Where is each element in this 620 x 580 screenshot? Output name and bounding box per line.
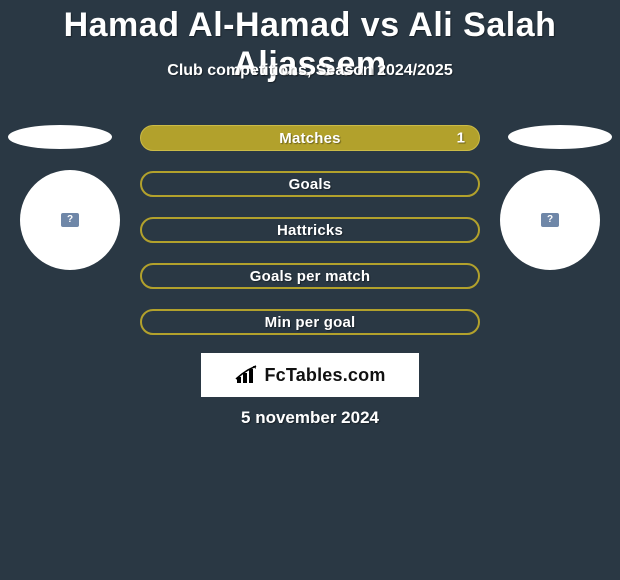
brand-badge: FcTables.com bbox=[201, 353, 419, 397]
stat-bar-label: Hattricks bbox=[277, 222, 343, 239]
stat-bar-label: Goals bbox=[289, 176, 332, 193]
avatar-placeholder-icon: ? bbox=[61, 213, 79, 227]
avatar-placeholder-glyph: ? bbox=[547, 215, 553, 225]
stat-bar-value-right: 1 bbox=[457, 130, 465, 147]
brand-chart-icon bbox=[234, 365, 260, 385]
avatar-placeholder-icon: ? bbox=[541, 213, 559, 227]
page-subtitle: Club competitions, Season 2024/2025 bbox=[0, 62, 620, 80]
brand-text: FcTables.com bbox=[264, 365, 385, 386]
stat-bar: Min per goal bbox=[140, 309, 480, 335]
stat-bar-label: Goals per match bbox=[250, 268, 371, 285]
stat-bar: Goals bbox=[140, 171, 480, 197]
date-text: 5 november 2024 bbox=[0, 408, 620, 428]
player-left-avatar: ? bbox=[20, 170, 120, 270]
stat-bar: Hattricks bbox=[140, 217, 480, 243]
stat-bar: Goals per match bbox=[140, 263, 480, 289]
stat-bar-label: Min per goal bbox=[265, 314, 356, 331]
player-right-avatar: ? bbox=[500, 170, 600, 270]
left-ellipse-shadow bbox=[8, 125, 112, 149]
avatar-placeholder-glyph: ? bbox=[67, 215, 73, 225]
stat-bar: Matches 1 bbox=[140, 125, 480, 151]
right-ellipse-shadow bbox=[508, 125, 612, 149]
stat-bar-label: Matches bbox=[279, 130, 340, 147]
stat-bars: Matches 1 Goals Hattricks Goals per match Min… bbox=[140, 125, 480, 355]
comparison-card: Hamad Al-Hamad vs Ali Salah Aljassem Clu… bbox=[0, 0, 620, 580]
